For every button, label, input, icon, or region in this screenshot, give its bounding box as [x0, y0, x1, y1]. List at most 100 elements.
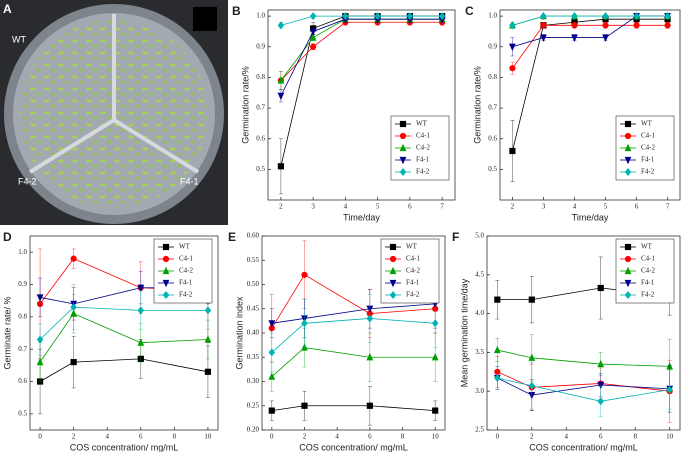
legend-marker [162, 266, 170, 275]
x-tick-label: 6 [139, 433, 143, 441]
y-tick-label: 0.50 [247, 280, 260, 288]
y-tick-label: 1.0 [18, 248, 27, 256]
marker [431, 319, 439, 328]
y-tick-label: 0.6 [256, 134, 265, 142]
x-tick-label: 7 [666, 203, 670, 211]
legend-marker [389, 243, 397, 251]
marker [540, 22, 547, 29]
chart-panel: D 0.5 0.6 0.7 0.8 0.9 1.0 0 2 4 6 8 10 COS concentrat… [2, 230, 219, 452]
marker [432, 407, 439, 414]
series-line [497, 377, 670, 402]
x-tick-label: 6 [599, 433, 603, 441]
series-line [271, 405, 436, 411]
x-tick-label: 10 [432, 433, 440, 441]
group-label: F4-2 [18, 176, 37, 186]
x-tick-label: 0 [496, 433, 500, 441]
x-tick-label: 2 [511, 203, 515, 211]
x-tick-label: 4 [335, 433, 339, 441]
legend-label: C4-1 [179, 255, 194, 263]
marker [268, 372, 276, 380]
series-line [271, 318, 436, 353]
panel-label: C [465, 4, 474, 18]
legend-marker [389, 266, 397, 275]
marker [277, 163, 284, 170]
marker [509, 147, 516, 155]
x-tick-label: 8 [633, 433, 637, 441]
legend-marker [389, 279, 397, 288]
x-tick-label: 2 [72, 433, 76, 441]
x-tick-label: 6 [408, 203, 412, 211]
legend-marker [399, 120, 407, 128]
series-line [497, 377, 670, 396]
legend-label: C4-1 [641, 132, 656, 140]
y-axis-label: Mean germination time/day [459, 278, 469, 387]
series-line [280, 18, 443, 96]
x-axis-label: COS concentration/ mg/mL [529, 442, 638, 452]
legend-label: C4-1 [406, 255, 421, 263]
marker [494, 296, 501, 303]
marker [528, 296, 535, 303]
series-line [512, 18, 668, 152]
x-tick-label: 10 [204, 433, 212, 441]
marker-square [193, 7, 217, 31]
series-line [39, 306, 208, 340]
series-line [39, 358, 209, 382]
marker [602, 22, 609, 29]
x-tick-label: 4 [105, 433, 109, 441]
group-label: F4-1 [180, 176, 199, 186]
y-tick-label: 0.5 [18, 409, 27, 417]
chart-panel: C 0.5 0.6 0.7 0.8 0.9 1.0 2 3 4 5 6 7 Time/day Germina… [465, 4, 681, 222]
y-axis-label: Germination index [234, 296, 244, 370]
y-tick-label: 0.7 [18, 345, 27, 353]
marker [438, 12, 446, 21]
legend-marker [624, 168, 632, 176]
x-tick-label: 0 [270, 433, 274, 441]
legend-label: F4-2 [641, 291, 655, 299]
y-tick-label: 5.0 [475, 232, 484, 240]
marker [528, 381, 536, 390]
marker [493, 345, 501, 354]
legend-label: WT [179, 243, 191, 251]
chart-panel: E 0.20 0.25 0.30 0.35 0.40 0.45 0.50 0.55 0.60 0 2 4… [228, 230, 446, 452]
y-tick-label: 0.9 [488, 42, 497, 50]
marker [137, 284, 145, 293]
legend-marker [624, 279, 632, 288]
legend-label: C4-2 [641, 267, 656, 275]
x-tick-label: 2 [530, 433, 534, 441]
marker [406, 12, 414, 21]
legend-marker [624, 132, 632, 140]
series-line [271, 274, 436, 329]
marker [137, 306, 145, 315]
y-tick-label: 0.40 [247, 329, 260, 337]
marker [540, 34, 547, 42]
marker [509, 21, 516, 30]
y-tick-label: 0.35 [247, 353, 260, 361]
x-axis-label: Time/day [572, 212, 609, 222]
y-tick-label: 0.8 [488, 73, 497, 81]
legend-label: F4-1 [641, 279, 655, 287]
x-axis-label: COS concentration/ mg/mL [70, 442, 179, 452]
legend: WT C4-1 C4-2 F4-1 F4-2 [153, 238, 213, 304]
marker [301, 402, 308, 409]
legend-marker [624, 291, 632, 299]
dish-dividers [28, 14, 200, 174]
x-tick-label: 3 [311, 203, 315, 211]
y-tick-label: 0.7 [256, 104, 265, 112]
legend-marker [162, 279, 170, 288]
marker [597, 397, 604, 406]
legend-label: C4-2 [416, 144, 431, 152]
series-line [512, 15, 668, 26]
legend-label: C4-1 [641, 255, 656, 263]
y-tick-label: 0.20 [247, 426, 260, 434]
marker [494, 374, 501, 383]
legend-marker [399, 143, 407, 152]
y-tick-label: 3.5 [475, 348, 484, 356]
plot-frame [29, 235, 219, 431]
marker [36, 294, 44, 302]
y-tick-label: 0.5 [488, 165, 497, 173]
x-tick-label: 8 [173, 433, 177, 441]
marker [366, 314, 374, 323]
y-tick-label: 2.5 [475, 426, 484, 434]
y-axis-label: Germinate rate/ % [2, 296, 12, 369]
legend-label: F4-2 [179, 291, 193, 299]
